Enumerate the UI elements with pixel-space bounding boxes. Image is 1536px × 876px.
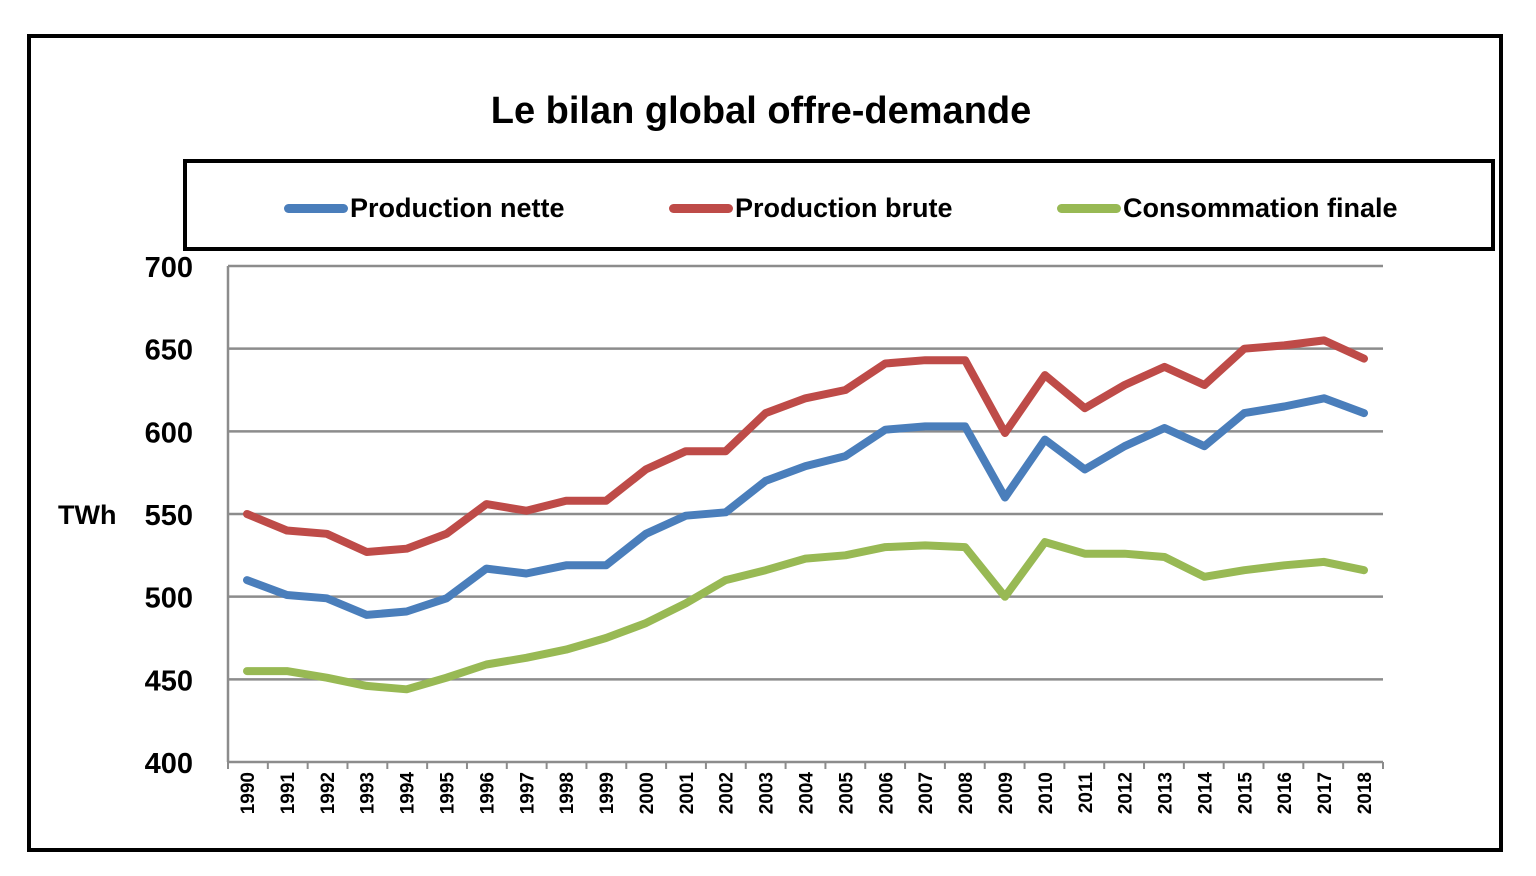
x-tick-label: 1994 — [398, 772, 419, 815]
legend-item-consommation-finale: Consommation finale — [1057, 193, 1398, 224]
x-tick-label: 2011 — [1076, 772, 1097, 814]
series-line-production-brute — [243, 336, 1368, 556]
x-tick-label: 1990 — [238, 772, 259, 814]
chart-frame: Le bilan global offre-demande Production… — [27, 34, 1503, 852]
series-line-consommation-finale — [243, 538, 1368, 694]
x-tick-label: 1999 — [597, 772, 618, 814]
x-tick-label: 2018 — [1355, 772, 1376, 814]
series-line-production-nette — [243, 394, 1368, 619]
x-tick-label: 2016 — [1275, 772, 1296, 814]
x-tick-label: 2003 — [757, 772, 778, 814]
legend-label: Consommation finale — [1123, 193, 1398, 223]
x-tick-label: 2005 — [836, 772, 857, 815]
legend-label: Production nette — [350, 193, 565, 223]
y-tick-label: 450 — [145, 665, 193, 697]
x-tick-label: 2008 — [956, 772, 977, 814]
x-tick-label: 2004 — [797, 772, 818, 815]
x-tick-label: 1991 — [278, 772, 299, 815]
x-tick-label: 2015 — [1235, 772, 1256, 815]
y-tick-label: 700 — [145, 252, 193, 284]
y-tick-label: 650 — [145, 335, 193, 367]
legend-item-production-brute: Production brute — [669, 193, 953, 224]
x-tick-label: 1998 — [557, 772, 578, 814]
x-tick-label: 1995 — [437, 772, 458, 815]
x-tick-label: 1992 — [318, 772, 339, 814]
x-tick-label: 1996 — [477, 772, 498, 814]
x-tick-label: 2007 — [916, 772, 937, 814]
x-tick-label: 2014 — [1195, 772, 1216, 815]
y-axis-label: TWh — [58, 500, 117, 530]
y-tick-label: 400 — [145, 748, 193, 780]
x-tick-label: 2017 — [1315, 772, 1336, 814]
x-tick-label: 1997 — [517, 772, 538, 814]
x-tick-label: 2009 — [996, 772, 1017, 814]
x-tick-label: 2001 — [677, 772, 698, 815]
legend-swatch — [669, 204, 733, 213]
x-tick-label: 2012 — [1116, 772, 1137, 814]
chart-title: Le bilan global offre-demande — [490, 90, 1032, 132]
legend-item-production-nette: Production nette — [284, 193, 565, 224]
x-tick-label: 2006 — [876, 772, 897, 814]
x-tick-label: 2013 — [1156, 772, 1177, 814]
x-tick-label: 1993 — [358, 772, 379, 814]
legend-swatch — [1057, 204, 1121, 213]
x-tick-label: 2010 — [1036, 772, 1057, 814]
legend-label: Production brute — [735, 193, 953, 223]
y-tick-label: 550 — [145, 500, 193, 532]
legend-swatch — [284, 204, 348, 213]
chart-legend: Production nette Production brute Consom… — [183, 159, 1495, 251]
y-tick-label: 500 — [145, 583, 193, 615]
x-tick-label: 2002 — [717, 772, 738, 814]
y-tick-label: 600 — [145, 417, 193, 449]
x-tick-label: 2000 — [637, 772, 658, 814]
